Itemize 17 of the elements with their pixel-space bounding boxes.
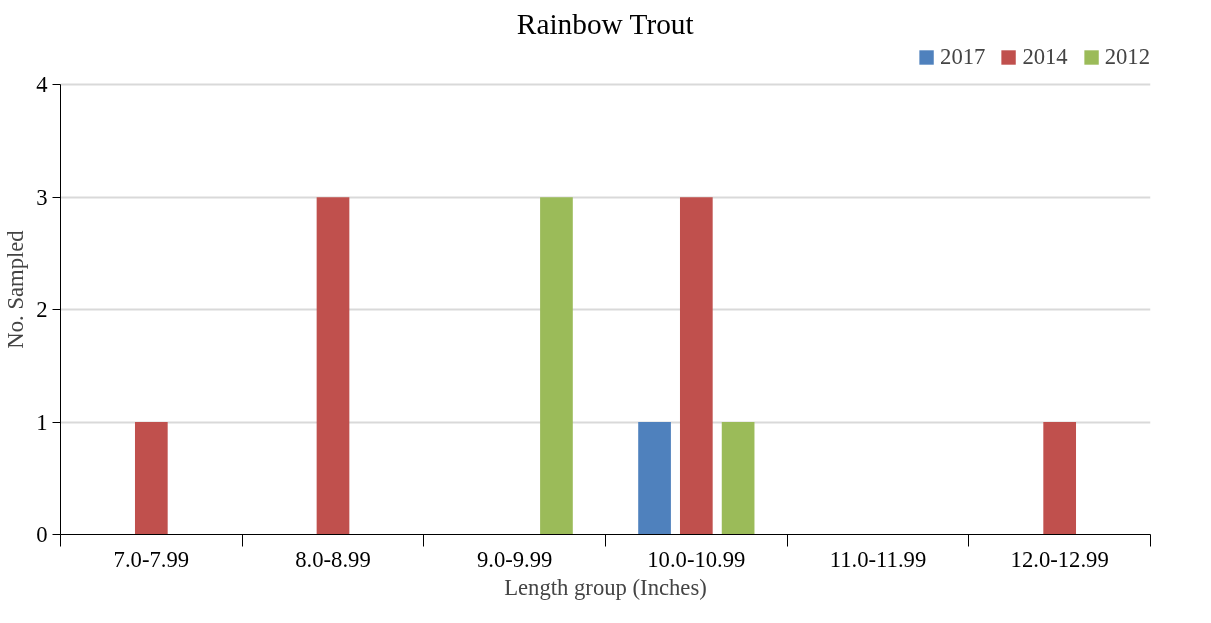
legend-label: 2017 bbox=[940, 44, 986, 70]
legend-label: 2014 bbox=[1022, 44, 1068, 70]
legend-label: 2012 bbox=[1104, 44, 1150, 70]
x-tick-label: 11.0-11.99 bbox=[829, 546, 927, 572]
x-tick-label: 12.0-12.99 bbox=[1010, 546, 1109, 572]
y-tick-label: 0 bbox=[36, 522, 48, 547]
x-tick-label: 7.0-7.99 bbox=[113, 546, 190, 572]
x-tick-label: 9.0-9.99 bbox=[476, 546, 553, 572]
x-tick-label: 8.0-8.99 bbox=[295, 546, 371, 572]
y-tick-label: 4 bbox=[36, 72, 48, 98]
y-tick-label: 3 bbox=[36, 184, 48, 210]
x-tick-label: 10.0-10.99 bbox=[647, 546, 746, 572]
y-tick-label: 1 bbox=[36, 409, 48, 435]
y-tick-label: 2 bbox=[36, 297, 48, 323]
y-axis-title: No. Sampled bbox=[3, 229, 29, 349]
x-axis-title: Length group (Inches) bbox=[504, 574, 707, 600]
chart-title: Rainbow Trout bbox=[516, 7, 694, 40]
